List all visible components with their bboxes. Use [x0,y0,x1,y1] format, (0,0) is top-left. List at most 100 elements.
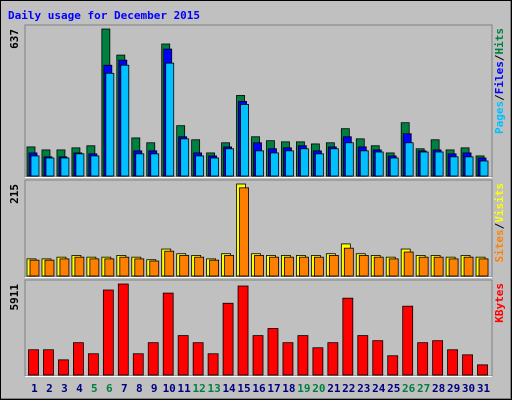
x-tick-label: 3 [61,382,68,395]
bar [358,255,369,277]
bar [135,153,145,177]
bar [119,256,130,277]
bar [432,340,444,376]
x-tick-label: 18 [282,382,295,395]
bar [89,258,100,277]
bar [209,259,220,277]
bar [282,342,294,376]
bar [73,342,84,376]
bar [252,335,264,376]
bar [419,151,429,177]
bar [464,156,474,177]
bar [479,160,489,177]
bar [343,247,354,277]
bar [58,359,69,376]
bar [403,251,414,277]
bar [192,342,204,376]
x-tick-label: 11 [178,382,192,395]
bar [254,255,264,277]
x-tick-label: 21 [327,382,341,395]
x-tick-label: 7 [121,382,128,395]
bar [284,256,294,277]
bar [29,259,40,277]
bar [447,349,458,376]
bar [374,151,384,177]
x-tick-label: 20 [312,382,325,395]
bar [44,259,55,277]
legend-separator: / [493,54,506,61]
bar [28,349,39,376]
bar [59,258,70,277]
x-tick-label: 4 [76,382,83,395]
bar [147,342,159,376]
y-tick-label: 215 [8,184,21,204]
bar [372,340,384,376]
chart-title: Daily usage for December 2015 [8,9,200,22]
x-tick-label: 8 [136,382,143,395]
legend-entry: Pages [493,101,506,134]
x-tick-label: 19 [297,382,310,395]
bar [195,155,205,177]
x-tick-label: 30 [462,382,475,395]
bar [162,292,174,376]
bar [329,148,339,177]
x-tick-label: 2 [46,382,53,395]
bar [285,150,294,177]
x-tick-label: 5 [91,382,98,395]
bar [327,342,339,376]
bar [448,258,459,277]
bar [297,335,309,376]
bar [74,256,85,277]
bar [43,349,54,376]
bar [75,153,85,177]
bar [207,353,219,376]
x-tick-label: 15 [237,382,250,395]
bar [222,302,234,376]
legend-entry: Visits [493,183,506,223]
bar [120,64,130,177]
bar [104,258,115,277]
bar [389,157,399,177]
x-tick-label: 25 [387,382,400,395]
bar [434,151,444,177]
bar [477,364,488,376]
bar [417,342,429,376]
x-tick-label: 23 [357,382,370,395]
bar [328,255,339,277]
legend-separator: / [493,222,506,229]
bar [373,256,384,277]
bar [449,156,459,177]
x-tick-label: 16 [252,382,266,395]
bar [240,104,249,177]
legend-separator: / [493,94,506,101]
bar [165,62,175,177]
bar [224,255,234,277]
x-tick-label: 12 [193,382,206,395]
x-tick-label: 17 [267,382,280,395]
x-tick-label: 6 [106,382,113,395]
x-tick-label: 31 [477,382,491,395]
bar [300,148,309,177]
bar [45,157,55,177]
legend: KBytes [493,283,506,323]
bar [313,256,324,277]
bar [388,258,399,277]
bar [90,155,100,177]
legend-entry: Files [493,61,506,94]
bar [269,256,279,277]
bar [225,148,234,177]
bar [463,256,474,277]
bar [105,72,115,177]
bar [149,260,160,277]
x-tick-label: 26 [402,382,416,395]
x-tick-label: 1 [31,382,38,395]
legend-entry: KBytes [493,283,506,323]
legend: Pages/Files/Hits [493,28,506,134]
legend-entry: Hits [493,28,506,55]
bar [342,297,354,376]
bar [102,289,114,376]
x-tick-label: 29 [447,382,460,395]
bar [177,335,189,376]
bar [87,353,99,376]
